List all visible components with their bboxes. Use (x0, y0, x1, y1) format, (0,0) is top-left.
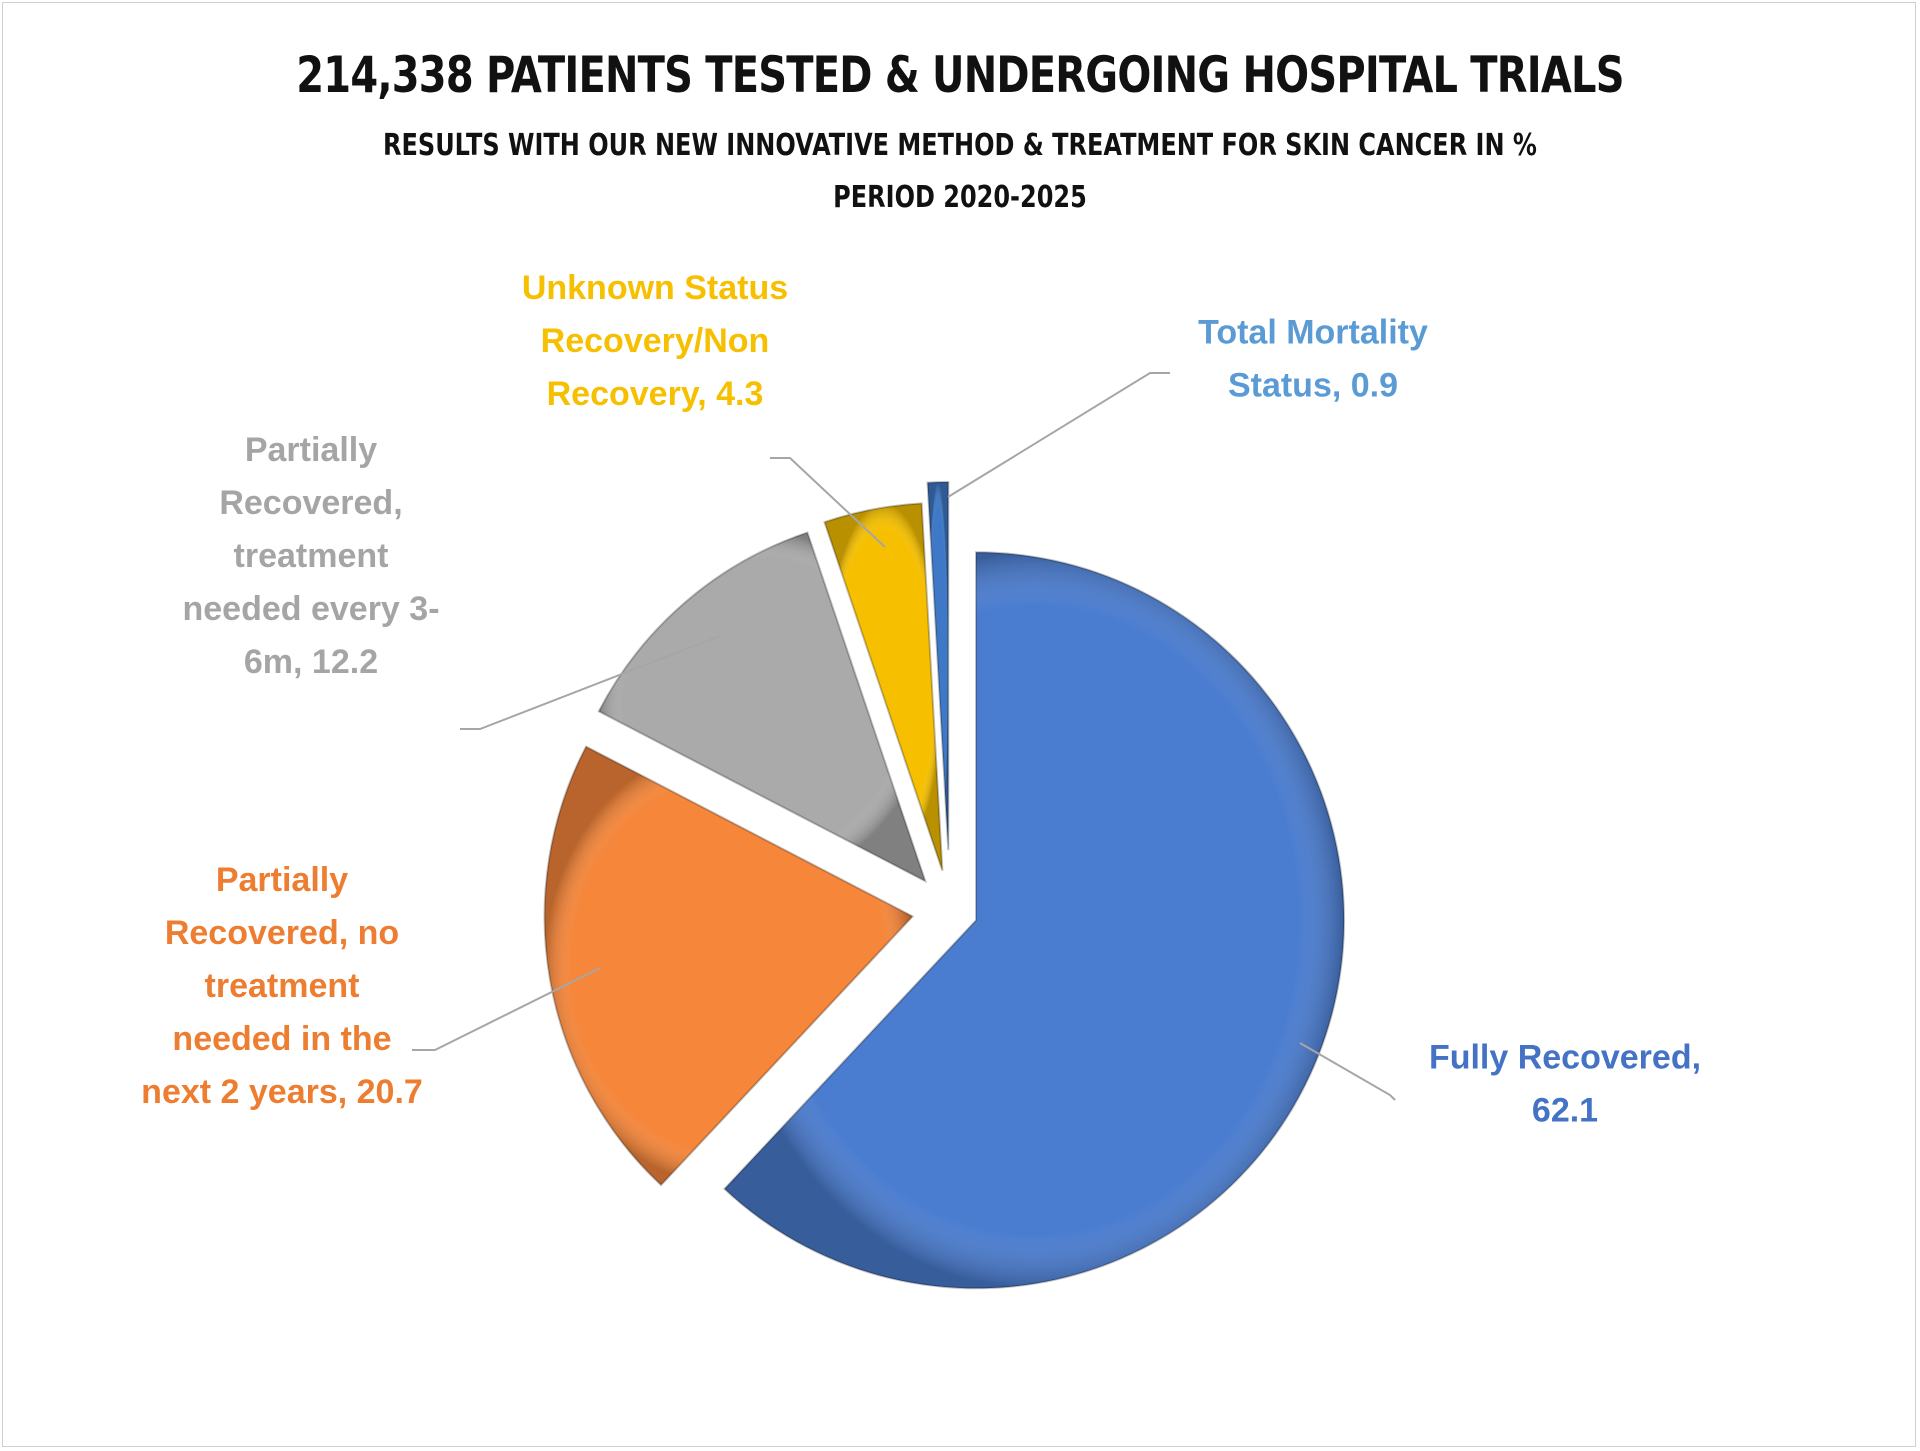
data-label-line: Status, 0.9 (1228, 367, 1398, 405)
data-label-line: 6m, 12.2 (244, 643, 378, 681)
leader-line-partially-treatment (460, 635, 721, 730)
chart-subtitle: RESULTS WITH OUR NEW INNOVATIVE METHOD &… (383, 128, 1537, 163)
data-label-line: Recovered, (219, 484, 402, 522)
slice-labels: Fully Recovered, 62.1 Partially Recovered, … (141, 269, 1701, 1130)
pie-slice-shade-total-mortality (927, 482, 949, 851)
data-label-line: Recovered, no (165, 914, 399, 952)
pie-slice-shade-unknown-status (824, 503, 943, 871)
data-label-unknown-status: Unknown Status Recovery/Non Recovery, 4.3 (522, 269, 788, 413)
data-label-line: Total Mortality (1198, 314, 1428, 352)
data-label-line: needed every 3- (182, 590, 439, 628)
pie-slice-shade-partially-no-treatment (544, 746, 913, 1186)
pie-slices (543, 481, 1346, 1290)
leader-line-total-mortality (947, 372, 1170, 498)
leader-lines (412, 372, 1396, 1101)
leader-line-unknown-status (770, 457, 886, 548)
data-label-line: Recovery, 4.3 (547, 375, 764, 413)
data-label-line: Fully Recovered, (1429, 1039, 1701, 1077)
data-label-line: treatment (205, 967, 360, 1005)
data-label-line: 62.1 (1532, 1092, 1598, 1130)
pie-slice-shade-fully-recovered (724, 552, 1345, 1289)
data-label-fully-recovered: Fully Recovered, 62.1 (1429, 1039, 1701, 1130)
data-label-line: needed in the (172, 1020, 391, 1058)
leader-line-fully-recovered (1299, 1042, 1396, 1101)
pie-slice-shade-partially-treatment (598, 532, 926, 882)
leader-line-partially-no-treatment (412, 967, 601, 1051)
data-label-line: Recovery/Non (541, 322, 770, 360)
chart-period: PERIOD 2020-2025 (833, 180, 1087, 215)
data-label-line: treatment (234, 537, 389, 575)
data-label-line: Unknown Status (522, 269, 788, 307)
data-label-line: next 2 years, 20.7 (141, 1073, 423, 1111)
chart-title: 214,338 PATIENTS TESTED & UNDERGOING HOS… (296, 46, 1624, 104)
data-label-partially-treatment: Partially Recovered, treatment needed every… (182, 431, 439, 681)
data-label-partially-no-treatment: Partially Recovered, no treatment needed in… (141, 861, 423, 1111)
data-label-total-mortality: Total Mortality Status, 0.9 (1198, 314, 1428, 405)
data-label-line: Partially (245, 431, 377, 469)
data-label-line: Partially (216, 861, 348, 899)
